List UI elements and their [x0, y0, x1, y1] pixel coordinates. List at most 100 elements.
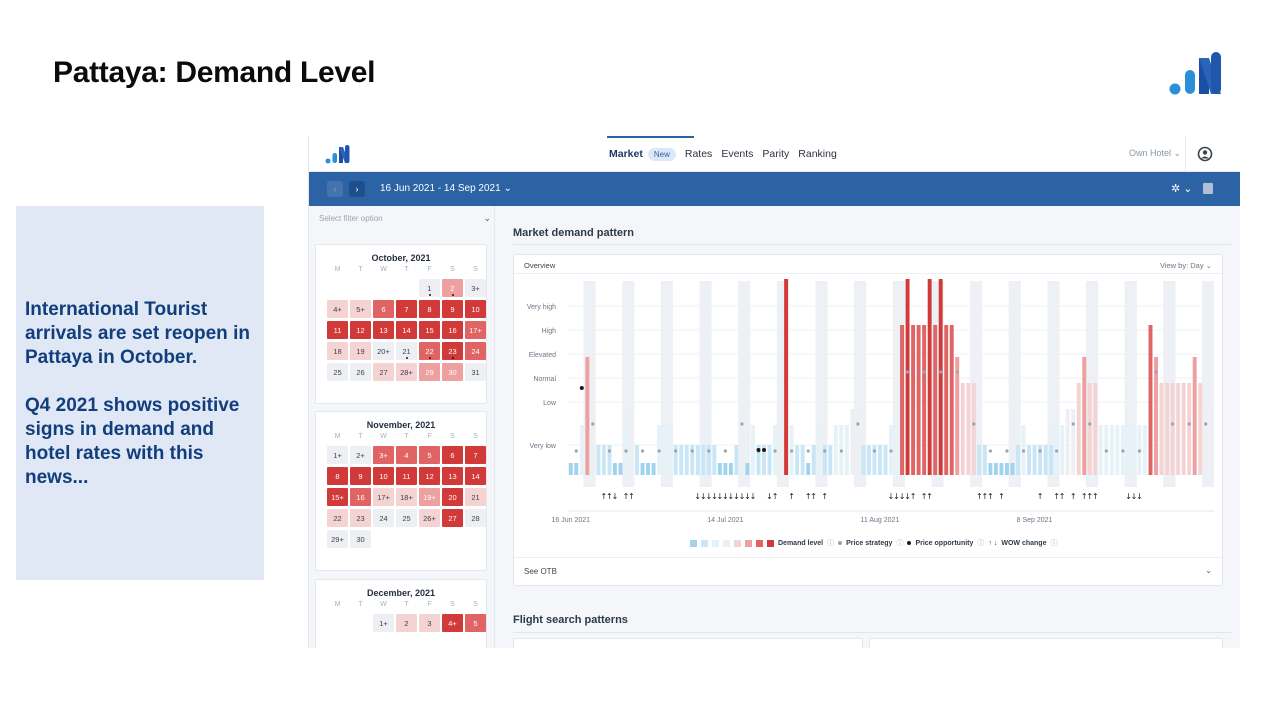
calendar-day[interactable]: 11: [327, 321, 348, 339]
calendar-day[interactable]: 15+: [327, 488, 348, 506]
demand-bar: [822, 445, 827, 475]
weekday-label: S: [473, 601, 478, 608]
calendar-day[interactable]: 10: [373, 467, 394, 485]
calendar-day[interactable]: 1+: [373, 614, 394, 632]
calendar-day[interactable]: 8: [327, 467, 348, 485]
calendar-day[interactable]: 21: [396, 342, 417, 360]
info-icon[interactable]: ⓘ: [896, 540, 904, 547]
info-icon[interactable]: ⓘ: [1050, 540, 1058, 547]
calendar-day[interactable]: 25: [327, 363, 348, 381]
excel-icon[interactable]: [1203, 183, 1213, 194]
calendar-day[interactable]: 1+: [327, 446, 348, 464]
calendar-day[interactable]: 13: [442, 467, 463, 485]
calendar-day[interactable]: 18+: [396, 488, 417, 506]
calendar-day[interactable]: 28: [465, 509, 486, 527]
calendar-day[interactable]: 8: [419, 300, 440, 318]
wow-down-arrow: ↓: [722, 492, 729, 501]
calendar-day[interactable]: 23: [442, 342, 463, 360]
calendar-day[interactable]: 2: [442, 279, 463, 297]
calendar-day[interactable]: 15: [419, 321, 440, 339]
calendar-day[interactable]: 14: [396, 321, 417, 339]
calendar-day[interactable]: 28+: [396, 363, 417, 381]
calendar-day[interactable]: 4+: [327, 300, 348, 318]
calendar-day[interactable]: 13: [373, 321, 394, 339]
calendar-day[interactable]: 1: [419, 279, 440, 297]
calendar-day[interactable]: 6: [373, 300, 394, 318]
chevron-down-icon[interactable]: ⌄: [1205, 566, 1212, 575]
calendar-day[interactable]: 30: [442, 363, 463, 381]
calendar-day[interactable]: 5: [419, 446, 440, 464]
price-strategy-dot: [690, 449, 694, 453]
calendar-day[interactable]: 7: [465, 446, 486, 464]
calendar-day[interactable]: 29: [419, 363, 440, 381]
calendar-day[interactable]: 24: [465, 342, 486, 360]
tab-events[interactable]: Events: [721, 148, 754, 160]
calendar-day[interactable]: 16: [442, 321, 463, 339]
gear-icon[interactable]: ✲ ⌄: [1171, 183, 1193, 195]
calendar-day[interactable]: 31: [465, 363, 486, 381]
calendar-day[interactable]: 9: [350, 467, 371, 485]
calendar-day[interactable]: 19+: [419, 488, 440, 506]
calendar-day[interactable]: 17+: [465, 321, 486, 339]
calendar-day[interactable]: 29+: [327, 530, 348, 548]
calendar-day[interactable]: 21: [465, 488, 486, 506]
calendar-day[interactable]: 3+: [465, 279, 486, 297]
tab-ranking[interactable]: Ranking: [798, 148, 837, 160]
calendar-day[interactable]: 12: [419, 467, 440, 485]
demand-bar: [1049, 445, 1054, 475]
calendar-day[interactable]: 26: [350, 363, 371, 381]
calendar-day[interactable]: 16: [350, 488, 371, 506]
calendar-day[interactable]: 4+: [442, 614, 463, 632]
tab-parity[interactable]: Parity: [762, 148, 790, 160]
calendar-day[interactable]: 30: [350, 530, 371, 548]
calendar-day[interactable]: 5: [465, 614, 486, 632]
calendar-day[interactable]: 23: [350, 509, 371, 527]
calendar-day[interactable]: 2+: [350, 446, 371, 464]
calendar-day[interactable]: 14: [465, 467, 486, 485]
tab-market-label: Market: [609, 148, 643, 160]
calendar-day[interactable]: 27: [373, 363, 394, 381]
calendar-day[interactable]: 27: [442, 509, 463, 527]
calendar-day[interactable]: 7: [396, 300, 417, 318]
y-tick-label: Very low: [530, 443, 557, 450]
chevron-left-icon[interactable]: ‹: [327, 181, 343, 197]
calendar-day[interactable]: 19: [350, 342, 371, 360]
view-by-dropdown[interactable]: View by: Day ⌄: [1160, 261, 1212, 270]
calendar-day[interactable]: 26+: [419, 509, 440, 527]
calendar-day[interactable]: 22: [327, 509, 348, 527]
wow-down-arrow: ↓: [1125, 492, 1132, 501]
calendar-day[interactable]: 5+: [350, 300, 371, 318]
calendar-day[interactable]: 20+: [373, 342, 394, 360]
wow-up-arrow: ↑: [1086, 492, 1093, 501]
calendar-day[interactable]: 25: [396, 509, 417, 527]
calendar-day[interactable]: 9: [442, 300, 463, 318]
calendar-day[interactable]: 20: [442, 488, 463, 506]
calendar-day[interactable]: 17+: [373, 488, 394, 506]
calendar-day[interactable]: 3: [419, 614, 440, 632]
app-logo-icon[interactable]: [325, 144, 353, 166]
own-hotel-dropdown[interactable]: Own Hotel ⌄: [1129, 148, 1181, 159]
calendar-day[interactable]: 3+: [373, 446, 394, 464]
filter-select[interactable]: Select filter option ⌄: [319, 213, 491, 223]
demand-bar: [607, 445, 612, 475]
tab-rates[interactable]: Rates: [684, 148, 713, 160]
calendar-day[interactable]: 11: [396, 467, 417, 485]
info-icon[interactable]: ⓘ: [827, 540, 835, 547]
calendar-day[interactable]: 24: [373, 509, 394, 527]
calendar-day[interactable]: 6: [442, 446, 463, 464]
calendar-day[interactable]: 2: [396, 614, 417, 632]
calendar-day[interactable]: 10: [465, 300, 486, 318]
calendar-day[interactable]: 18: [327, 342, 348, 360]
demand-bar: [905, 279, 910, 475]
demand-bar: [1209, 409, 1214, 475]
user-circle-icon[interactable]: [1197, 146, 1213, 162]
calendar-day[interactable]: 12: [350, 321, 371, 339]
tab-market[interactable]: Market New: [607, 136, 694, 172]
chevron-right-icon[interactable]: ›: [349, 181, 365, 197]
calendar-day[interactable]: 22: [419, 342, 440, 360]
calendar-day[interactable]: 4: [396, 446, 417, 464]
see-otb-toggle[interactable]: See OTB: [524, 567, 557, 576]
slide-title: Pattaya: Demand Level: [53, 56, 376, 89]
date-range-picker[interactable]: 16 Jun 2021 - 14 Sep 2021 ⌄: [380, 183, 512, 194]
info-icon[interactable]: ⓘ: [977, 540, 985, 547]
